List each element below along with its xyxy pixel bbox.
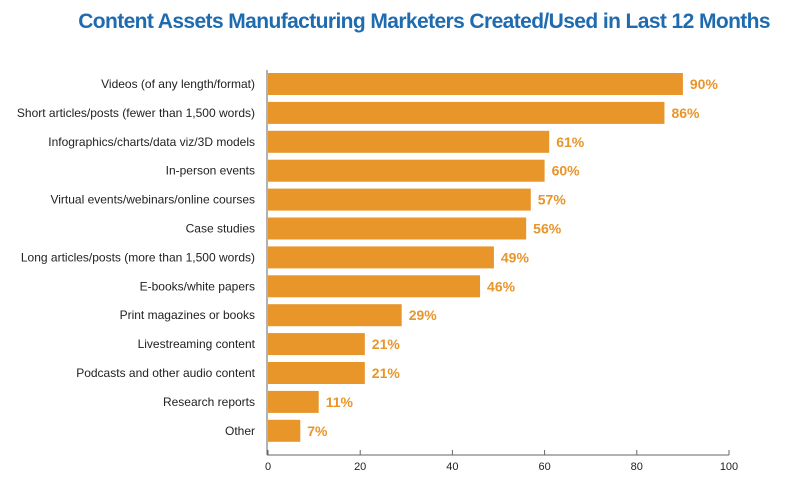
value-label: 56% xyxy=(533,221,562,237)
bar xyxy=(268,390,319,413)
value-label: 46% xyxy=(487,278,516,294)
bar xyxy=(268,275,481,298)
value-label: 7% xyxy=(307,423,328,439)
bar xyxy=(268,101,665,124)
value-label: 21% xyxy=(372,365,401,381)
bar xyxy=(268,159,545,182)
category-label: Videos (of any length/format) xyxy=(101,77,255,91)
bar xyxy=(268,188,531,211)
category-label: Print magazines or books xyxy=(120,308,255,322)
bar xyxy=(268,333,365,356)
value-label: 86% xyxy=(671,105,700,121)
x-tick-label: 40 xyxy=(446,461,458,473)
category-label: Case studies xyxy=(186,222,255,236)
category-label: Infographics/charts/data viz/3D models xyxy=(48,135,255,149)
category-label: Short articles/posts (fewer than 1,500 w… xyxy=(17,106,255,120)
bar xyxy=(268,304,402,327)
value-label: 11% xyxy=(326,394,354,410)
value-label: 29% xyxy=(409,307,438,323)
bar xyxy=(268,362,365,384)
category-label: Podcasts and other audio content xyxy=(76,366,255,380)
x-tick-label: 20 xyxy=(354,461,366,473)
chart-title: Content Assets Manufacturing Marketers C… xyxy=(78,10,770,33)
bar xyxy=(268,419,301,442)
category-label: Virtual events/webinars/online courses xyxy=(50,193,255,207)
bar xyxy=(268,130,550,153)
category-label: Long articles/posts (more than 1,500 wor… xyxy=(21,250,255,264)
x-tick-label: 80 xyxy=(631,461,643,473)
x-tick-label: 100 xyxy=(720,461,738,473)
bar xyxy=(268,73,683,95)
value-label: 49% xyxy=(501,249,530,265)
bar xyxy=(268,217,527,240)
x-tick-label: 0 xyxy=(265,461,271,473)
value-label: 61% xyxy=(556,134,585,150)
value-label: 21% xyxy=(372,336,401,352)
category-label: In-person events xyxy=(166,164,255,178)
value-label: 90% xyxy=(690,76,719,92)
category-label: Other xyxy=(225,424,255,438)
category-label: Research reports xyxy=(163,395,255,409)
category-label: E-books/white papers xyxy=(140,279,255,293)
x-tick-label: 60 xyxy=(538,461,550,473)
bar xyxy=(268,246,494,269)
category-label: Livestreaming content xyxy=(138,337,256,351)
value-label: 57% xyxy=(538,192,567,208)
value-label: 60% xyxy=(552,163,581,179)
